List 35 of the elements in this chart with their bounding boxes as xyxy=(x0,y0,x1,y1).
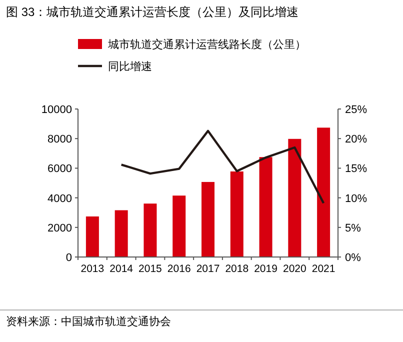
x-tick-label: 2020 xyxy=(282,263,307,275)
y2-tick-label: 0% xyxy=(345,252,362,264)
bar xyxy=(259,157,272,257)
bar xyxy=(202,182,214,257)
y2-tick-label: 15% xyxy=(345,163,368,176)
text: 资料来源：中国城市轨道交通协会 xyxy=(6,315,171,328)
x-tick-label: 2016 xyxy=(167,263,191,275)
y-tick-label: 6000 xyxy=(48,163,72,176)
x-tick-label: 2014 xyxy=(110,263,134,275)
legend-label: 同比增速 xyxy=(108,60,152,73)
x-tick-label: 2018 xyxy=(225,263,249,275)
y-tick-label: 0 xyxy=(66,252,72,264)
y-tick-label: 10000 xyxy=(41,104,72,116)
bar xyxy=(172,196,186,257)
bar xyxy=(86,216,99,257)
y-tick-label: 8000 xyxy=(48,134,72,146)
bar xyxy=(144,204,157,257)
x-tick-label: 2013 xyxy=(80,263,104,275)
legend-label: 城市轨道交通累计运营线路长度（公里） xyxy=(107,38,306,51)
bar xyxy=(317,128,330,257)
chart-title: 图 33：城市轨道交通累计运营长度（公里）及同比增速 xyxy=(6,5,299,19)
y-tick-label: 2000 xyxy=(48,222,72,234)
x-tick-label: 2019 xyxy=(254,263,278,275)
bar xyxy=(230,171,244,257)
x-tick-label: 2017 xyxy=(196,263,220,275)
x-tick-label: 2015 xyxy=(138,263,162,275)
line-series xyxy=(120,130,325,204)
x-tick-label: 2021 xyxy=(312,263,336,275)
y2-tick-label: 10% xyxy=(345,192,368,205)
y2-tick-label: 20% xyxy=(345,134,368,146)
bar xyxy=(288,138,302,257)
y-tick-label: 4000 xyxy=(48,192,72,205)
y2-tick-label: 25% xyxy=(345,104,368,116)
bar xyxy=(114,210,128,257)
y2-tick-label: 5% xyxy=(345,222,362,234)
